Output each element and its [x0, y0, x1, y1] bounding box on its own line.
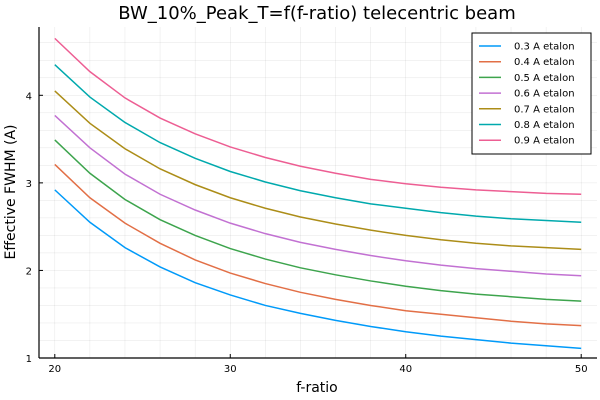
tick-labels: 20 30 40 50 1 2 3 4: [26, 91, 588, 375]
chart-title: BW_10%_Peak_T=f(f-ratio) telecentric bea…: [118, 3, 516, 24]
y-tick-label: 3: [26, 179, 32, 190]
legend: 0.3 A etalon 0.4 A etalon 0.5 A etalon 0.6 …: [471, 32, 592, 155]
x-tick-label: 20: [48, 364, 61, 375]
legend-label: 0.4 A etalon: [514, 57, 575, 68]
series-line-1: [54, 189, 582, 350]
series-line-2: [54, 163, 582, 327]
y-axis-label: Effective FWHM (A): [3, 125, 19, 260]
legend-items: 0.3 A etalon 0.4 A etalon 0.5 A etalon 0.6 …: [479, 42, 575, 147]
x-tick-label: 50: [575, 364, 588, 375]
x-tick-label: 40: [399, 364, 412, 375]
y-tick-label: 4: [26, 91, 32, 102]
x-axis-label: f-ratio: [296, 380, 338, 396]
series-line-6: [54, 64, 582, 224]
series-line-3: [54, 139, 582, 302]
y-tick-label: 1: [26, 354, 32, 365]
legend-label: 0.8 A etalon: [514, 120, 575, 131]
series-line-5: [54, 90, 582, 251]
series-layer: [54, 37, 582, 350]
legend-label: 0.6 A etalon: [514, 89, 575, 100]
x-tick-label: 30: [224, 364, 237, 375]
axes: [38, 27, 597, 359]
series-line-4: [54, 114, 582, 277]
legend-label: 0.9 A etalon: [514, 136, 575, 147]
y-tick-label: 2: [26, 266, 32, 277]
legend-label: 0.5 A etalon: [514, 73, 575, 84]
legend-label: 0.7 A etalon: [514, 104, 575, 115]
series-line-7: [54, 37, 582, 195]
legend-label: 0.3 A etalon: [514, 42, 575, 53]
